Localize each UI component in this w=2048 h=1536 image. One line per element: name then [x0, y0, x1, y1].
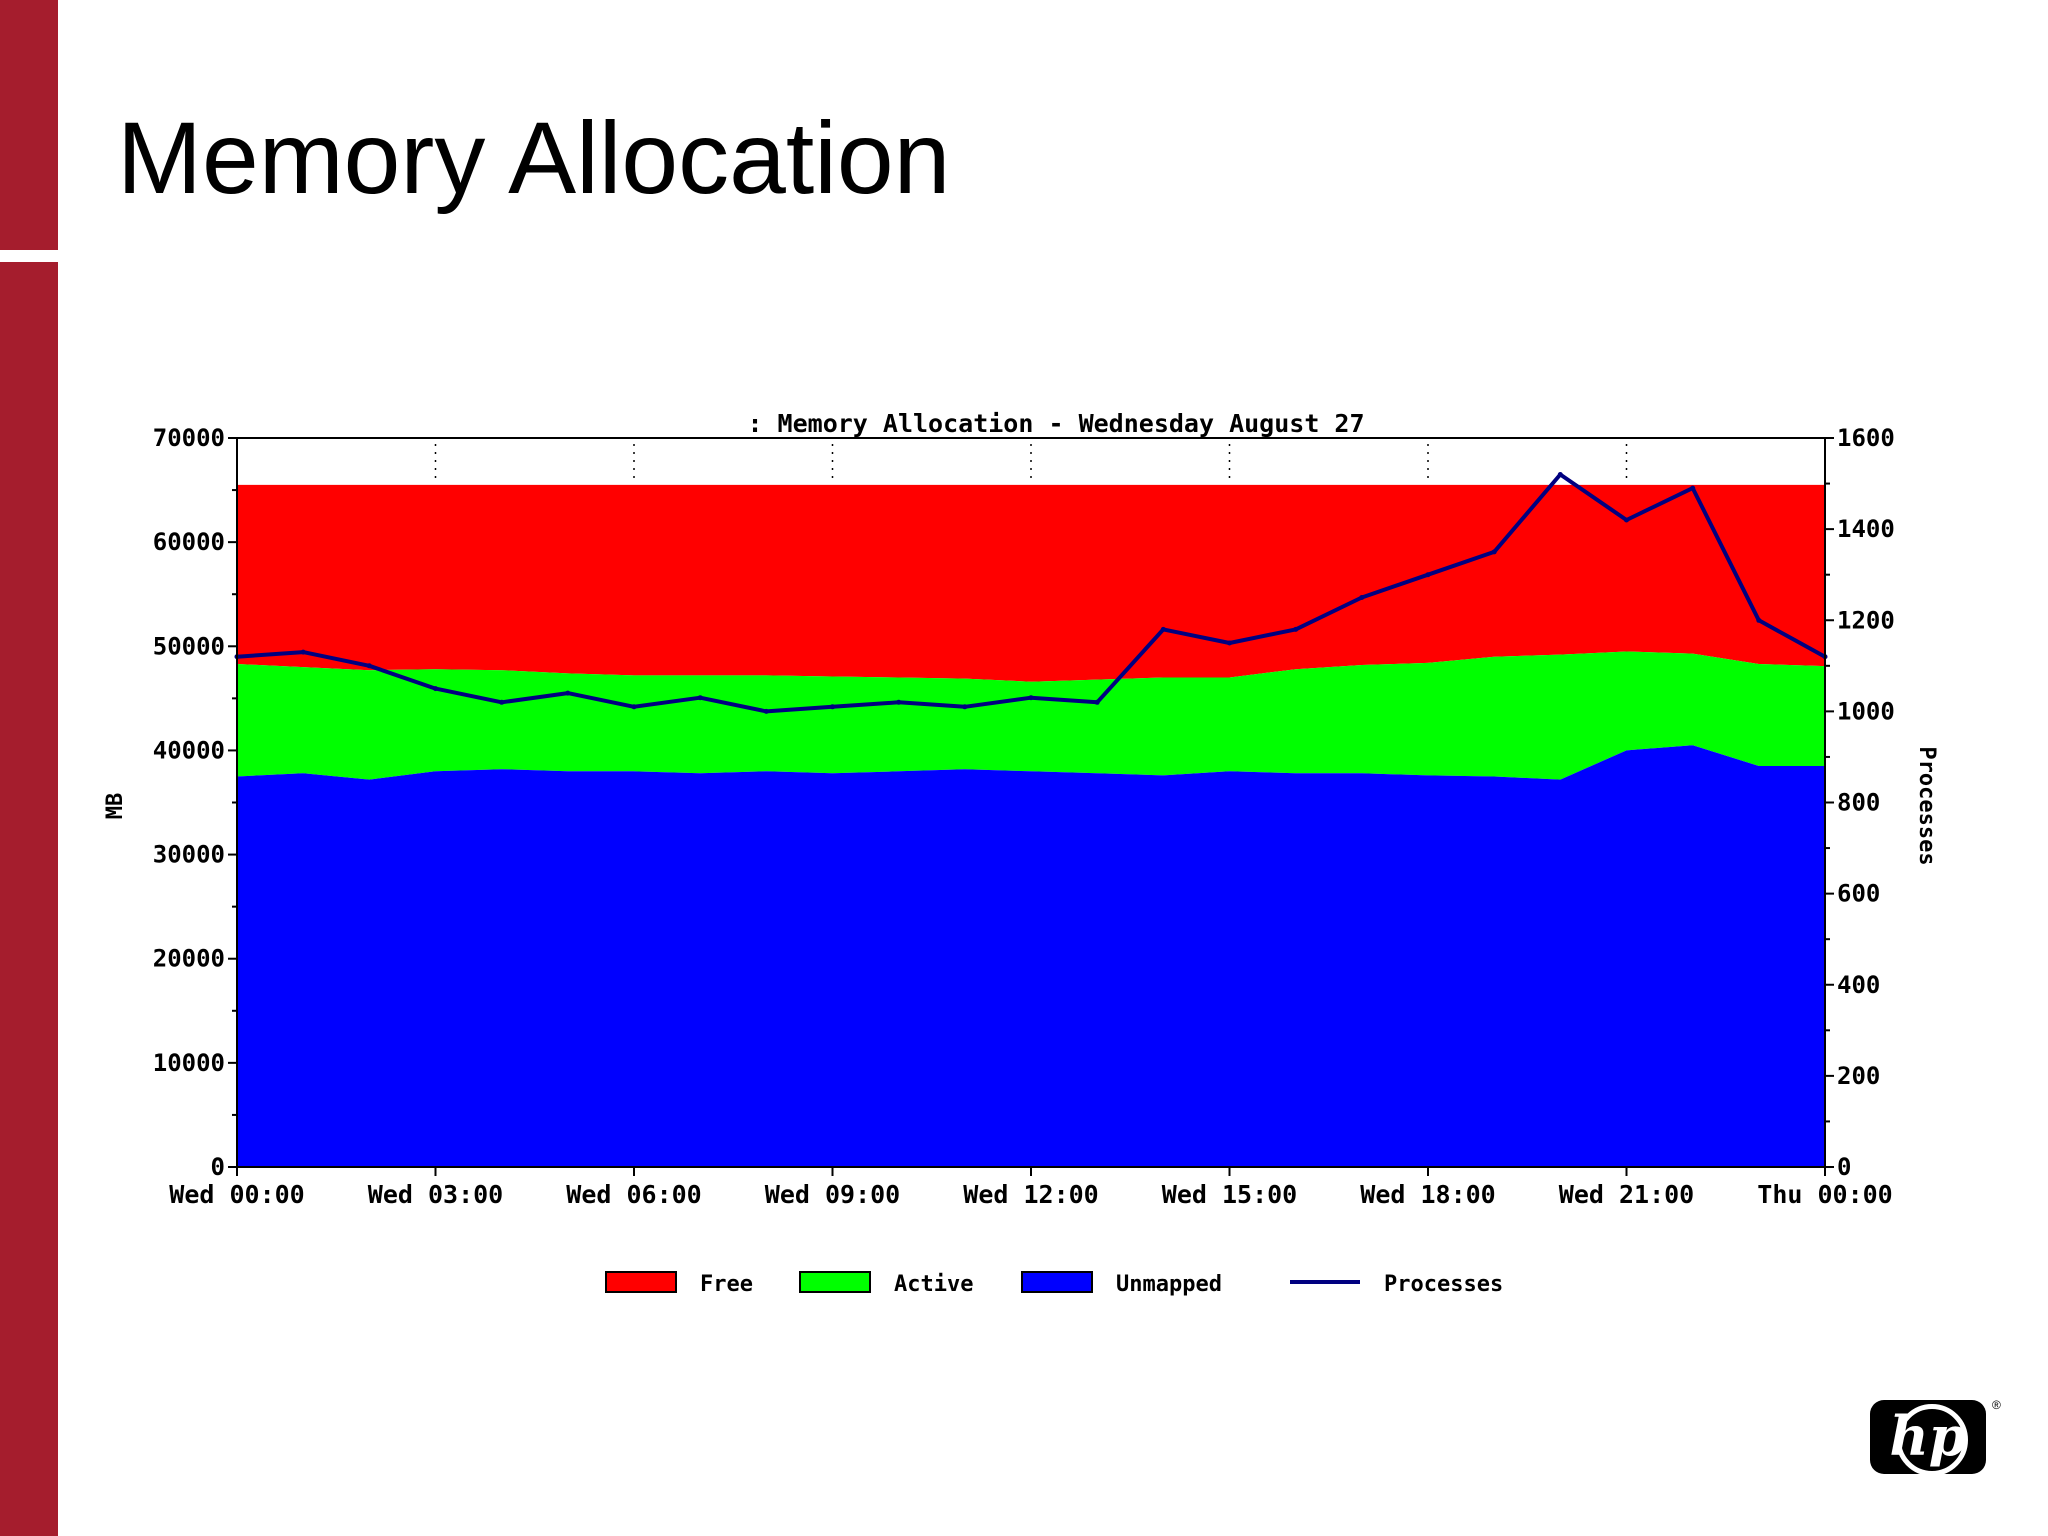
legend-label-unmapped: Unmapped [1116, 1272, 1222, 1297]
y2-axis-label: Processes [1914, 746, 1939, 865]
legend-label-free: Free [700, 1272, 753, 1297]
legend-label-processes: Processes [1384, 1272, 1503, 1297]
x-tick-label: Wed 15:00 [1162, 1180, 1297, 1209]
legend-swatch-active [799, 1271, 871, 1293]
free-area [237, 484, 1825, 682]
processes-point [1028, 695, 1034, 701]
x-tick-label: Wed 18:00 [1360, 1180, 1495, 1209]
processes-point [1227, 640, 1232, 646]
y2-tick-label: 1000 [1837, 697, 1895, 725]
processes-point [1160, 626, 1166, 632]
sidebar-accent-top [0, 0, 58, 250]
unmapped-area [237, 745, 1825, 1167]
processes-point [300, 649, 306, 655]
hp-logo-circle [1896, 1404, 1968, 1476]
processes-point [763, 708, 769, 714]
processes-point [565, 690, 571, 696]
legend-swatch-free [605, 1271, 677, 1293]
hp-logo-text: hp [1889, 1404, 1967, 1468]
y-tick-label: 0 [211, 1153, 225, 1181]
y2-tick-label: 200 [1837, 1062, 1880, 1090]
y2-tick-label: 0 [1837, 1153, 1851, 1181]
processes-point [366, 663, 372, 669]
legend: Free Active Unmapped Processes [605, 1271, 1503, 1297]
processes-point [1557, 472, 1563, 477]
y2-tick-label: 400 [1837, 971, 1880, 999]
axes: 0 10000 20000 30000 40000 50000 60000 70000 0 200… [153, 424, 1895, 1209]
x-tick-label: Wed 12:00 [963, 1180, 1098, 1209]
processes-point [1425, 572, 1431, 578]
processes-point [1293, 626, 1299, 632]
processes-line-group [234, 472, 1828, 714]
processes-point [1690, 485, 1696, 491]
y-tick-label: 40000 [153, 736, 225, 764]
active-area [237, 651, 1825, 780]
y2-tick-label: 1200 [1837, 606, 1895, 634]
processes-point [1094, 699, 1100, 705]
processes-point [697, 695, 703, 701]
y-tick-label: 50000 [153, 632, 225, 660]
y-tick-label: 70000 [153, 424, 225, 452]
y-tick-label: 30000 [153, 841, 225, 869]
y2-tick-label: 800 [1837, 789, 1880, 817]
processes-point [962, 704, 968, 710]
processes-point [433, 686, 438, 692]
y2-tick-label: 1400 [1837, 515, 1895, 543]
y-tick-label: 10000 [153, 1049, 225, 1077]
y-tick-label: 60000 [153, 528, 225, 556]
processes-point [1624, 517, 1629, 523]
x-tick-label: Wed 00:00 [169, 1180, 304, 1209]
x-tick-label: Thu 00:00 [1757, 1180, 1892, 1209]
processes-point [631, 704, 637, 710]
x-tick-label: Wed 09:00 [765, 1180, 900, 1209]
chart-title: : Memory Allocation - Wednesday August 2… [747, 409, 1364, 438]
x-tick-label: Wed 03:00 [368, 1180, 503, 1209]
area-layers [237, 484, 1825, 1167]
x-tick-label: Wed 21:00 [1559, 1180, 1694, 1209]
y-axis-label: MB [103, 793, 128, 820]
processes-point [499, 699, 505, 705]
processes-point [1756, 617, 1762, 623]
sidebar-accent-bottom [0, 262, 58, 1536]
processes-point [830, 704, 835, 710]
y2-tick-label: 1600 [1837, 424, 1895, 452]
y2-tick-label: 600 [1837, 880, 1880, 908]
x-tick-label: Wed 06:00 [566, 1180, 701, 1209]
legend-swatch-unmapped [1021, 1271, 1093, 1293]
processes-point [896, 699, 902, 705]
slide-title: Memory Allocation [117, 101, 951, 215]
registered-mark: ® [1992, 1398, 2001, 1412]
processes-point [1491, 549, 1497, 555]
legend-label-active: Active [894, 1272, 973, 1297]
processes-point [1359, 595, 1365, 600]
y-tick-label: 20000 [153, 945, 225, 973]
